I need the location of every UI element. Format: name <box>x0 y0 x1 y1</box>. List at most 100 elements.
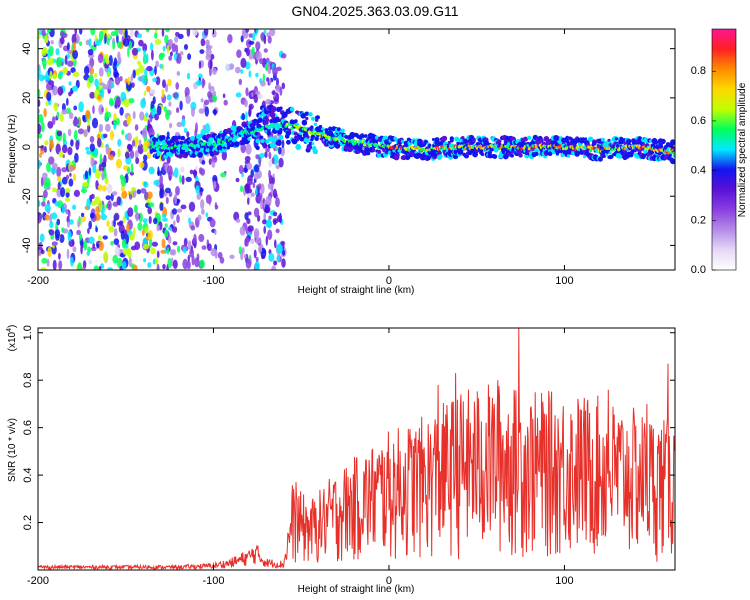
spectrogram-noise-point <box>136 189 142 195</box>
spectrogram-noise-point <box>154 113 160 121</box>
spectrogram-noise-point <box>200 98 204 103</box>
spectrogram-noise-point <box>136 60 142 66</box>
spectrogram-noise-point <box>58 252 61 260</box>
spectrogram-noise-point <box>138 139 142 147</box>
spectrogram-noise-point <box>114 246 120 257</box>
spectrogram-signal-halo <box>670 139 675 145</box>
spectrogram-noise-point <box>247 211 252 216</box>
spectrogram-noise-point <box>131 82 135 88</box>
snr-x-tick-label: -100 <box>202 575 224 587</box>
spectrogram-noise-point <box>241 172 244 178</box>
spectrogram-noise-point <box>266 205 271 214</box>
spectrogram-noise-point <box>52 73 57 80</box>
spectrogram-noise-point <box>66 97 69 106</box>
spectrogram-noise-point <box>281 82 286 90</box>
colorbar-label: Normalized spectral amplitude <box>737 82 748 217</box>
spectrogram-noise-point <box>104 112 109 122</box>
spectrogram-noise-point <box>65 191 70 198</box>
spectrogram-noise-point <box>168 226 172 231</box>
spectrogram-noise-point <box>250 192 255 197</box>
spectrogram-noise-point <box>199 49 205 54</box>
spectrogram-signal-halo <box>565 135 570 141</box>
spectrogram-noise-point <box>113 228 118 237</box>
spectrogram-signal-halo <box>301 120 308 126</box>
spectrogram-noise-point <box>235 218 241 223</box>
spectrogram-noise-point <box>133 227 136 237</box>
spectrogram-noise-point <box>49 70 53 80</box>
spectrogram-noise-point <box>98 241 104 251</box>
spectrogram-noise-point <box>135 136 139 144</box>
spectrogram-noise-point <box>212 94 217 102</box>
spectrogram-noise-point <box>182 246 187 254</box>
spectrogram-noise-point <box>48 45 54 57</box>
spectrogram-noise-point <box>65 197 70 203</box>
spectrogram-noise-point <box>269 78 272 85</box>
spectrogram-noise-point <box>113 68 118 79</box>
spectrogram-noise-point <box>130 263 135 269</box>
spectrogram-noise-point <box>245 87 249 97</box>
spectrogram-signal-halo <box>377 149 382 154</box>
spectrogram-noise-point <box>40 267 47 270</box>
spectrogram-noise-point <box>276 255 281 262</box>
spectrogram-noise-point <box>272 173 275 178</box>
spectrogram-noise-point <box>95 168 101 179</box>
spectrogram-noise-point <box>132 69 136 79</box>
spectrogram-noise-point <box>92 243 96 249</box>
spectrogram-noise-point <box>255 187 258 196</box>
spectrogram-noise-point <box>105 123 111 132</box>
spectrogram-noise-point <box>179 100 183 111</box>
spectrogram-noise-point <box>90 200 97 207</box>
spectrogram-noise-point <box>253 207 260 218</box>
spectrogram-noise-point <box>196 193 202 200</box>
spectrogram-noise-point <box>128 194 133 200</box>
spectrogram-noise-point <box>164 34 169 44</box>
spectrogram-noise-point <box>162 79 166 89</box>
spectrogram-noise-point <box>171 43 177 53</box>
spectrogram-signal-halo <box>668 153 673 157</box>
snr-x-tick-label: -200 <box>27 575 49 587</box>
spectrogram-noise-point <box>113 218 116 228</box>
spectrogram-noise-point <box>43 189 48 199</box>
spectrogram-x-label: Height of straight line (km) <box>298 285 415 296</box>
spectrogram-signal-core <box>253 129 257 133</box>
spectrogram-signal-halo <box>293 119 298 123</box>
spectrogram-signal-halo <box>214 150 220 156</box>
spectrogram-noise-point <box>162 217 168 222</box>
spectrogram-signal-halo <box>303 137 310 144</box>
spectrogram-noise-point <box>129 150 135 159</box>
spectrogram-noise-point <box>200 38 206 47</box>
spectrogram-noise-point <box>143 49 146 57</box>
spectrogram-noise-point <box>204 106 209 117</box>
spectrogram-noise-point <box>87 124 91 133</box>
spectrogram-noise-point <box>201 208 205 215</box>
spectrogram-signal-halo <box>615 144 620 148</box>
spectrogram-noise-point <box>255 237 262 245</box>
spectrogram-y-tick-label: 20 <box>21 92 33 104</box>
spectrogram-noise-point <box>41 257 48 264</box>
spectrogram-noise-point <box>136 33 142 39</box>
spectrogram-signal-halo <box>279 127 283 132</box>
spectrogram-noise-point <box>186 29 191 37</box>
spectrogram-noise-point <box>60 36 65 45</box>
spectrogram-noise-point <box>255 154 260 160</box>
spectrogram-noise-point <box>205 39 210 47</box>
spectrogram-noise-point <box>185 176 192 182</box>
spectrogram-noise-point <box>41 201 46 207</box>
spectrogram-noise-point <box>77 221 80 228</box>
spectrogram-noise-point <box>164 229 169 238</box>
spectrogram-noise-point <box>214 229 217 236</box>
spectrogram-signal-halo <box>480 152 485 157</box>
spectrogram-noise-point <box>148 216 152 224</box>
spectrogram-noise-point <box>145 29 150 33</box>
spectrogram-noise-point <box>193 233 197 245</box>
spectrogram-noise-point <box>126 166 131 175</box>
spectrogram-noise-point <box>188 201 196 212</box>
spectrogram-noise-point <box>50 212 58 220</box>
spectrogram-noise-point <box>88 167 92 176</box>
spectrogram-noise-point <box>80 244 83 255</box>
spectrogram-noise-point <box>100 213 108 221</box>
spectrogram-noise-point <box>276 243 283 254</box>
spectrogram-noise-point <box>106 183 113 194</box>
spectrogram-noise-point <box>116 221 122 226</box>
spectrogram-signal-halo <box>371 148 375 152</box>
